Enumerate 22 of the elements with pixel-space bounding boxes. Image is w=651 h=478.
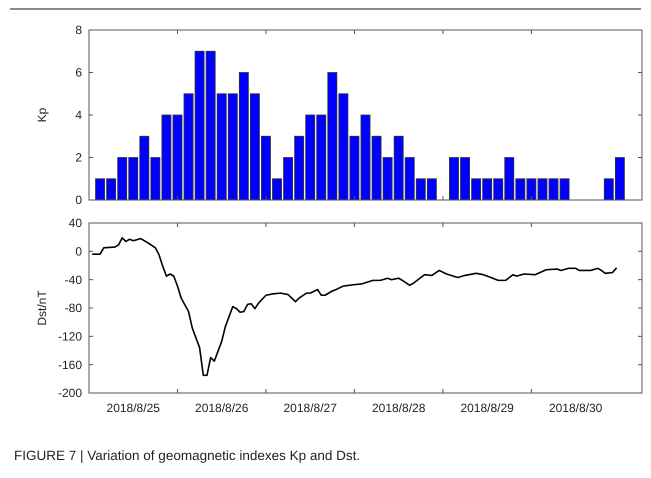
x-tick-label: 2018/8/30 [548, 401, 603, 415]
y-tick-label: -160 [58, 358, 82, 372]
x-tick-label: 2018/8/28 [372, 401, 426, 415]
y-tick-label: 0 [75, 244, 82, 259]
x-tick-label: 2018/8/29 [460, 401, 514, 415]
y-tick-label: 8 [75, 23, 82, 38]
y-tick-label: 4 [75, 108, 82, 122]
caption: FIGURE 7 | Variation of geomagnetic indexes Kp and Dst. [14, 448, 360, 463]
line-series [92, 237, 617, 376]
y-axis-title: Kp [35, 107, 49, 122]
x-tick-label: 2018/8/25 [106, 401, 160, 415]
x-tick-label: 2018/8/27 [284, 401, 338, 415]
y-tick-label: 6 [75, 66, 82, 80]
y-tick-label: 40 [68, 216, 82, 230]
y-tick-label: -200 [58, 386, 82, 400]
y-tick-label: -120 [58, 330, 82, 344]
y-tick-label: -40 [64, 272, 82, 287]
x-tick-label: 2018/8/26 [195, 401, 249, 415]
y-tick-label: -80 [64, 301, 82, 316]
y-axis-title: Dst/nT [35, 290, 49, 326]
y-tick-label: 0 [75, 193, 82, 208]
y-tick-label: 2 [75, 150, 82, 165]
